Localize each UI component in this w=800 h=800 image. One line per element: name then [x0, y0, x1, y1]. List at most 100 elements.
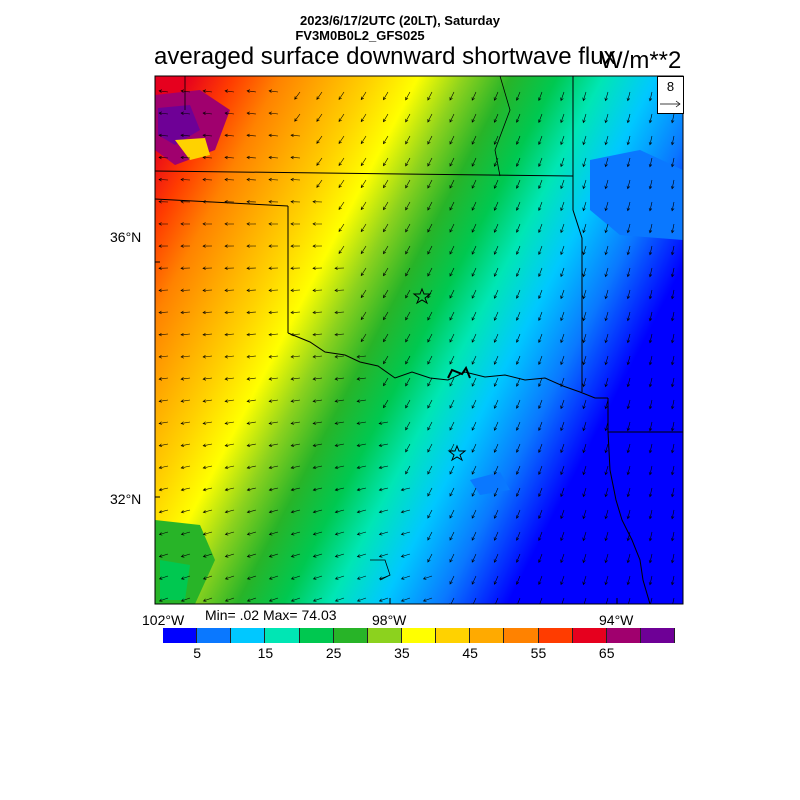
wind-vector [449, 289, 455, 299]
wind-vector [582, 377, 587, 388]
wind-vector [246, 509, 257, 514]
wind-vector [405, 421, 411, 431]
wind-vector [356, 443, 367, 447]
wind-vector [604, 509, 609, 520]
wind-vector [516, 311, 521, 321]
wind-vector [493, 465, 499, 475]
wind-vector [582, 553, 587, 564]
wind-vector [648, 377, 653, 388]
wind-vector [360, 157, 367, 167]
wind-vector [268, 89, 279, 93]
wind-vector [158, 355, 169, 359]
wind-vector [604, 135, 609, 146]
colorbar-box [640, 628, 676, 643]
wind-vector [648, 575, 653, 586]
wind-vector [383, 399, 389, 409]
wind-vector [604, 597, 609, 604]
wind-vector [471, 575, 477, 585]
wind-vector [180, 575, 191, 580]
wind-vector [626, 157, 631, 168]
wind-vector [180, 421, 191, 425]
wind-vector [180, 288, 191, 293]
wind-vector [648, 135, 653, 146]
colorbar-box [504, 628, 539, 643]
wind-vector [648, 421, 653, 432]
wind-vector [538, 443, 543, 453]
lon-label-98w: 98°W [372, 612, 407, 628]
colorbar-box [163, 628, 198, 643]
wind-vector [224, 399, 235, 403]
wind-vector [334, 553, 345, 558]
wind-vector [671, 113, 675, 124]
wind-vector [180, 111, 191, 115]
cloud-patch [470, 472, 510, 495]
wind-vector [471, 443, 477, 453]
wind-vector [334, 531, 345, 536]
wind-vector [671, 421, 675, 432]
wind-vector [671, 465, 675, 476]
wind-vector [560, 487, 565, 498]
wind-vector [383, 91, 389, 101]
wind-vector [202, 487, 213, 492]
wind-vector [538, 553, 543, 563]
wind-vector [290, 531, 301, 536]
wind-vector [449, 465, 455, 475]
wind-vector [626, 201, 631, 212]
wind-vector [360, 135, 367, 145]
wind-vector [202, 332, 213, 337]
wind-vector [427, 91, 433, 101]
wind-vector [334, 399, 345, 403]
wind-vector [268, 487, 279, 492]
wind-vector [626, 267, 631, 278]
wind-vector [648, 509, 653, 520]
wind-vector [671, 245, 675, 256]
colorbar-box [606, 628, 641, 643]
wind-vector [604, 465, 609, 476]
wind-vector [312, 575, 323, 580]
wind-vector [626, 311, 631, 322]
wind-vector [290, 487, 301, 492]
wind-vector [400, 487, 411, 492]
wind-vector [471, 91, 477, 101]
wind-vector [471, 399, 477, 409]
wind-vector [582, 113, 587, 124]
wind-vector [626, 465, 631, 476]
wind-vector [268, 288, 279, 293]
wind-vector [493, 289, 499, 299]
colorbar-box [231, 628, 266, 643]
wind-vector [378, 421, 389, 425]
wind-vector [338, 245, 345, 255]
wind-vector [180, 244, 191, 248]
wind-vector [290, 443, 301, 447]
wind-vector [582, 135, 587, 146]
wind-vector [378, 443, 389, 447]
wind-vector [493, 509, 499, 519]
wind-vector [268, 155, 279, 160]
wind-vector [158, 399, 169, 403]
wind-vector [671, 355, 675, 366]
wind-vector [516, 421, 521, 431]
wind-vector [648, 179, 653, 190]
wind-vector [626, 531, 631, 542]
wind-vector [449, 201, 455, 211]
wind-vector [224, 266, 235, 270]
wind-vector [180, 266, 191, 270]
state-boundary [155, 170, 574, 177]
wind-vector [582, 465, 587, 476]
wind-vector [334, 377, 345, 381]
reference-arrow-icon [660, 100, 681, 108]
wind-vector [560, 91, 565, 102]
wind-vector [268, 266, 279, 270]
wind-vector [560, 201, 565, 212]
model-name-header: FV3M0B0L2_GFS025 [295, 28, 425, 43]
wind-vector [560, 443, 565, 454]
wind-vector [560, 267, 565, 278]
wind-vector [312, 332, 323, 337]
colorbar-label: 5 [193, 645, 202, 661]
state-boundary [607, 431, 651, 604]
wind-vector [560, 553, 565, 564]
wind-vector [626, 509, 631, 520]
wind-vector [427, 223, 433, 233]
wind-vector [405, 223, 411, 233]
wind-vector [290, 244, 301, 248]
